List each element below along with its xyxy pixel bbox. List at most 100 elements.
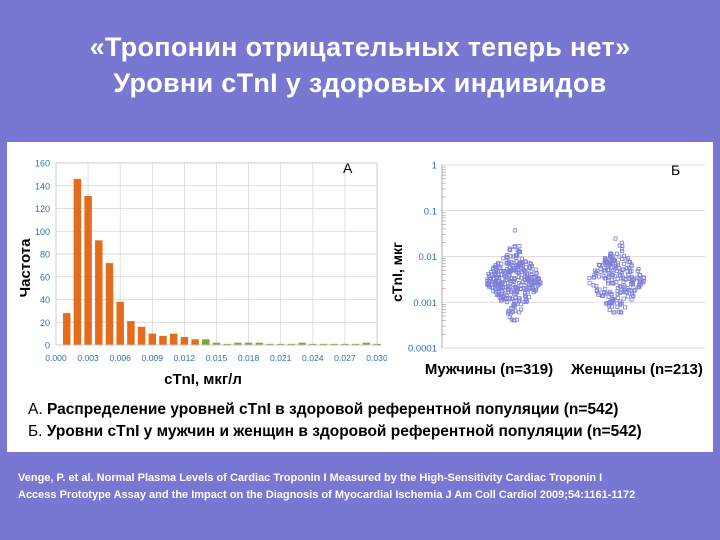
data-point: [619, 301, 624, 306]
data-point: [606, 281, 611, 286]
data-point: [525, 290, 530, 295]
data-point: [516, 274, 521, 279]
data-point: [617, 309, 622, 314]
x-tick-label: 0.003: [77, 353, 99, 363]
data-point: [486, 271, 491, 276]
data-point: [591, 275, 596, 280]
data-point: [500, 296, 505, 301]
data-point: [523, 259, 528, 264]
content-panel: [7, 142, 713, 452]
data-point: [524, 299, 529, 304]
data-point: [592, 275, 597, 280]
data-point: [500, 289, 505, 294]
data-point: [488, 276, 493, 281]
footer-band: [0, 452, 720, 540]
panel-label-b: Б: [671, 162, 680, 178]
data-point: [496, 285, 501, 290]
data-point: [527, 277, 532, 282]
data-point: [505, 255, 510, 260]
data-point: [593, 268, 598, 273]
category-label-women: Женщины (n=213): [570, 361, 703, 378]
data-point: [598, 269, 603, 274]
y-tick-label: 60: [40, 272, 50, 282]
data-point: [503, 278, 508, 283]
histogram-chart: 0 20 40 60 80 100 120 140 160 0.000 0.003 0.006 0.00…: [17, 159, 387, 389]
data-point: [524, 271, 529, 276]
histogram-bar: [73, 178, 82, 345]
data-point: [613, 266, 618, 271]
data-point: [515, 317, 520, 322]
histogram-bar: [116, 301, 124, 345]
data-point: [517, 244, 522, 249]
histogram-bar: [202, 339, 210, 345]
data-point: [612, 274, 617, 279]
data-point: [597, 263, 602, 268]
x-tick-label: 0.027: [334, 353, 356, 363]
caption-a: А. Распределение уровней cTnI в здоровой…: [28, 401, 619, 418]
data-point: [534, 287, 539, 292]
y-tick-label: 80: [40, 250, 50, 260]
data-point: [621, 296, 626, 301]
data-point: [611, 262, 616, 267]
y-axis-label: Частота: [17, 238, 34, 298]
data-point: [527, 261, 532, 266]
data-point: [490, 272, 495, 277]
data-point: [629, 262, 634, 267]
slide-title-line-1: «Тропонин отрицательных теперь нет»: [89, 32, 631, 62]
data-point: [617, 243, 622, 248]
data-point: [637, 282, 642, 287]
data-point: [626, 259, 631, 264]
data-point: [629, 297, 634, 302]
data-point: [512, 268, 517, 273]
data-point: [587, 276, 592, 281]
data-point: [504, 254, 509, 259]
x-axis-label: cTnI, мкг/л: [164, 371, 242, 388]
data-point: [523, 259, 528, 264]
data-point: [591, 283, 596, 288]
data-point: [623, 287, 628, 292]
data-point: [533, 267, 538, 272]
data-point: [596, 291, 601, 296]
data-point: [519, 302, 524, 307]
data-point: [615, 286, 620, 291]
data-point: [597, 274, 602, 279]
data-point: [596, 262, 601, 267]
data-point: [610, 254, 615, 259]
data-point: [508, 288, 513, 293]
data-point: [529, 272, 534, 277]
data-point: [537, 276, 542, 281]
data-point: [615, 304, 620, 309]
histogram-bar: [298, 342, 306, 345]
data-point: [522, 278, 527, 283]
data-point: [641, 275, 646, 280]
histogram-bar: [362, 342, 371, 345]
y-tick-label: 0.001: [413, 298, 437, 309]
histogram-bar: [105, 263, 114, 345]
x-tick-label: 0.015: [206, 353, 228, 363]
dot-plot-chart: 1 0.1 0.01 0.001 0.0001 Б cTnI, мкг Мужчины …: [389, 161, 706, 378]
data-point: [627, 288, 632, 293]
data-point: [528, 265, 533, 270]
slide-title-line-2: Уровни cTnI у здоровых индивидов: [113, 68, 607, 98]
data-point: [619, 289, 624, 294]
data-point: [625, 294, 630, 299]
data-point: [601, 274, 606, 279]
data-point: [489, 285, 494, 290]
y-axis-label-b: cTnI, мкг: [389, 242, 405, 302]
histogram-bar: [169, 333, 178, 345]
data-point: [503, 269, 508, 274]
x-tick-label: 0.000: [45, 353, 67, 363]
data-point: [602, 258, 607, 263]
data-point: [623, 276, 628, 281]
data-point: [514, 259, 519, 264]
histogram-bar: [95, 240, 103, 345]
data-point: [630, 281, 635, 286]
data-point: [520, 262, 525, 267]
data-point: [611, 280, 616, 285]
data-point: [605, 268, 610, 273]
reference-line-1: Venge, P. et al. Normal Plasma Levels of…: [18, 472, 603, 484]
data-point: [623, 305, 628, 310]
data-point: [600, 293, 605, 298]
data-point: [636, 267, 641, 272]
data-point: [629, 268, 634, 273]
